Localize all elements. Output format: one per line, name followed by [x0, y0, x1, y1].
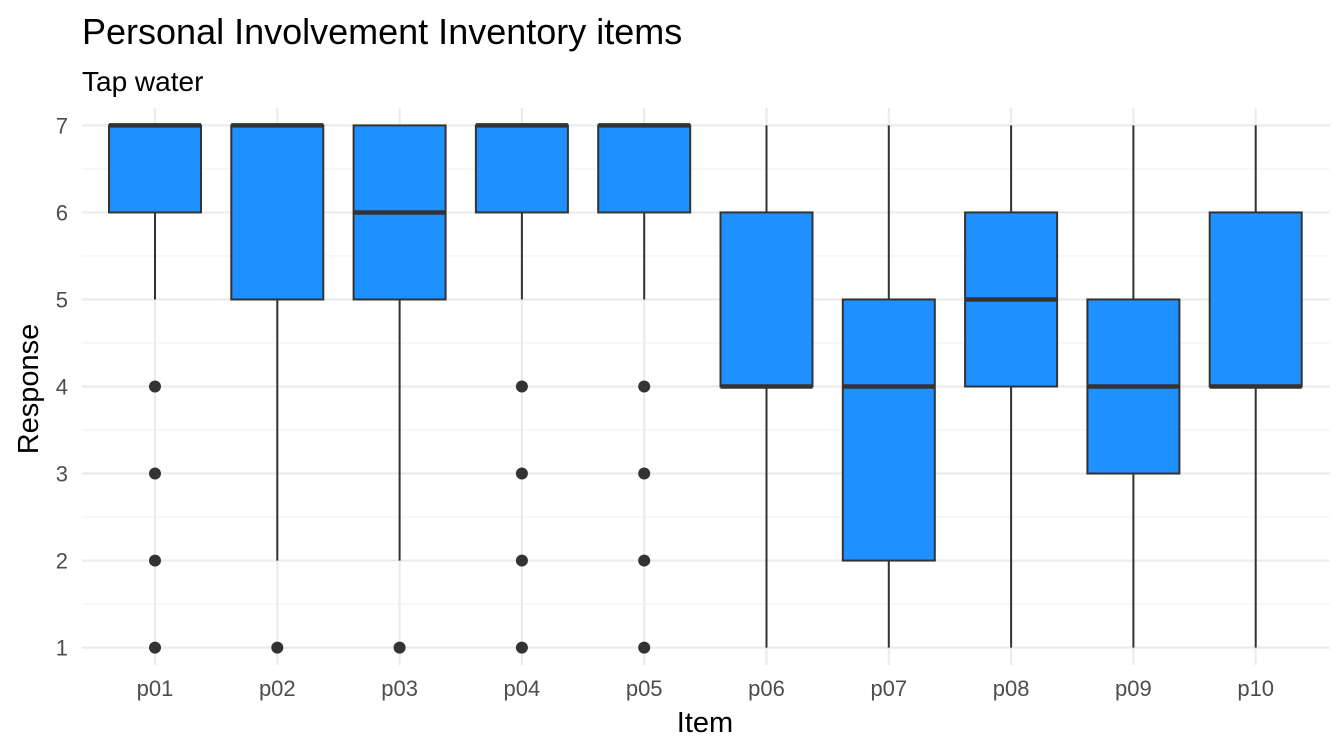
x-tick-label: p06 — [748, 676, 785, 701]
outlier-point — [271, 641, 284, 654]
x-tick-label: p08 — [993, 676, 1030, 701]
x-tick-label: p07 — [870, 676, 907, 701]
outlier-point — [638, 380, 651, 393]
outlier-point — [149, 380, 161, 393]
outlier-point — [149, 554, 161, 567]
box-body — [597, 124, 692, 214]
box-p05 — [597, 123, 692, 654]
box-p10 — [1208, 125, 1303, 648]
outlier-point — [638, 467, 651, 480]
x-tick-label: p05 — [626, 676, 663, 701]
x-tick-label: p09 — [1115, 676, 1152, 701]
x-tick-label: p10 — [1237, 676, 1274, 701]
x-tick-label: p02 — [259, 676, 296, 701]
y-tick-label: 5 — [56, 287, 68, 312]
x-tick-labels: p01 p02 p03 p04 p05 p06 p07 p08 p09 p10 — [137, 676, 1274, 701]
box-p03 — [352, 124, 447, 654]
box-p02 — [230, 123, 325, 654]
boxes — [108, 123, 1303, 654]
y-tick-label: 6 — [56, 200, 68, 225]
y-axis-title: Response — [13, 324, 45, 455]
x-tick-label: p04 — [504, 676, 541, 701]
y-tick-label: 7 — [56, 113, 68, 138]
box-p06 — [719, 125, 814, 648]
box-body — [1208, 211, 1303, 388]
chart-title: Personal Involvement Inventory items — [82, 11, 682, 52]
y-tick-label: 2 — [56, 549, 68, 574]
box-body — [841, 298, 936, 562]
y-tick-labels: 1 2 3 4 5 6 7 — [56, 113, 68, 660]
outlier-point — [515, 380, 528, 393]
y-tick-label: 3 — [56, 462, 68, 487]
box-p07 — [841, 125, 936, 648]
outlier-point — [638, 641, 651, 654]
x-tick-label: p03 — [381, 676, 418, 701]
x-tick-label: p01 — [137, 676, 174, 701]
box-body — [230, 124, 325, 301]
box-body — [474, 124, 569, 214]
y-tick-label: 4 — [56, 375, 68, 400]
box-body — [108, 124, 202, 214]
outlier-point — [515, 554, 528, 567]
chart-subtitle: Tap water — [82, 66, 203, 97]
outlier-point — [515, 641, 528, 654]
x-axis-title: Item — [677, 707, 733, 739]
outlier-point — [638, 554, 651, 567]
y-tick-label: 1 — [56, 636, 68, 661]
box-p09 — [1086, 125, 1181, 648]
box-p04 — [474, 123, 569, 654]
outlier-point — [149, 467, 161, 480]
box-p01 — [108, 123, 202, 654]
outlier-point — [515, 467, 528, 480]
box-body — [719, 211, 814, 388]
box-p08 — [964, 125, 1059, 648]
outlier-point — [149, 641, 161, 654]
outlier-point — [393, 641, 406, 654]
